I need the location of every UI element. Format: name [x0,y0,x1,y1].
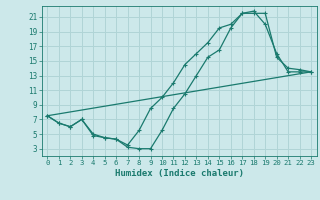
X-axis label: Humidex (Indice chaleur): Humidex (Indice chaleur) [115,169,244,178]
